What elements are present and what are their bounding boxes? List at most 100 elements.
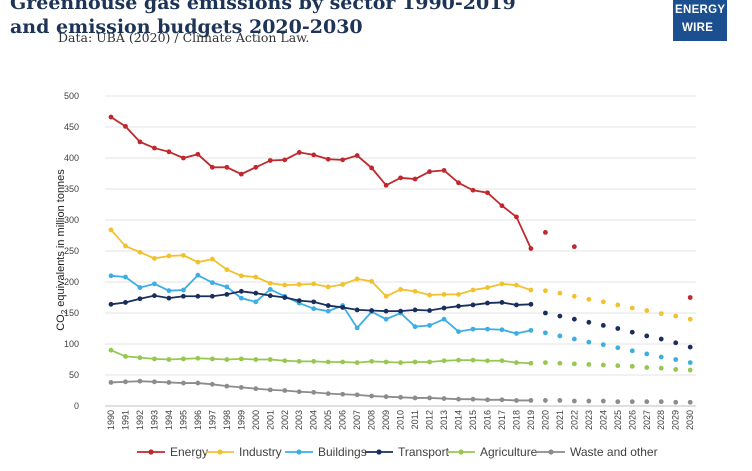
- x-tick-label: 2028: [656, 410, 666, 430]
- data-point: [354, 325, 360, 331]
- x-tick-label: 2013: [439, 410, 449, 430]
- data-point: [441, 168, 447, 173]
- data-point: [181, 356, 186, 362]
- x-tick-label: 1994: [164, 410, 174, 430]
- data-point: [152, 281, 157, 287]
- series-agriculture: [108, 347, 693, 373]
- data-point: [398, 394, 403, 400]
- data-point: [267, 280, 273, 286]
- data-point: [412, 359, 418, 365]
- budget-point: [644, 308, 650, 313]
- data-point: [195, 355, 201, 361]
- data-point: [181, 155, 186, 161]
- data-point: [485, 326, 490, 332]
- data-point: [152, 145, 157, 151]
- budget-point: [673, 313, 679, 319]
- y-tick-label: 200: [64, 277, 79, 287]
- data-point: [456, 357, 461, 363]
- budget-point: [586, 296, 592, 302]
- data-point: [528, 327, 534, 333]
- budget-point: [586, 339, 592, 345]
- data-point: [354, 307, 360, 313]
- budget-point: [658, 354, 664, 360]
- data-point: [181, 252, 186, 258]
- data-point: [224, 357, 230, 362]
- data-point: [123, 123, 128, 129]
- legend-marker: [376, 449, 382, 455]
- data-point: [123, 379, 128, 385]
- budget-point: [571, 361, 577, 367]
- data-point: [296, 282, 302, 287]
- series-energy: [108, 114, 693, 300]
- data-point: [253, 164, 259, 170]
- y-tick-label: 0: [74, 401, 79, 411]
- budget-point: [615, 326, 621, 331]
- legend-label: Waste and other: [570, 445, 658, 459]
- data-point: [441, 358, 447, 364]
- x-tick-label: 2018: [511, 410, 521, 430]
- legend-marker: [148, 449, 154, 455]
- data-point: [311, 152, 317, 158]
- data-point: [470, 287, 476, 293]
- data-point: [181, 380, 186, 386]
- data-point: [456, 303, 461, 309]
- data-point: [238, 356, 244, 362]
- budget-point: [629, 363, 635, 369]
- x-tick-label: 2006: [338, 410, 348, 430]
- data-point: [325, 391, 331, 396]
- data-point: [427, 169, 432, 175]
- budget-point: [658, 311, 664, 317]
- data-point: [441, 396, 447, 401]
- data-point: [311, 299, 317, 305]
- x-tick-label: 1993: [149, 410, 159, 430]
- data-point: [514, 214, 519, 220]
- budget-point: [543, 230, 548, 235]
- budget-point: [644, 365, 650, 370]
- y-tick-label: 250: [64, 246, 79, 256]
- data-point: [369, 165, 375, 171]
- data-point: [514, 302, 519, 308]
- data-point: [427, 395, 432, 401]
- data-point: [137, 355, 143, 361]
- data-point: [224, 383, 230, 389]
- x-tick-label: 1998: [222, 410, 232, 430]
- chart-title: Greenhouse gas emissions by sector 1990-…: [10, 0, 516, 39]
- data-point: [485, 190, 490, 196]
- budget-point: [687, 399, 693, 405]
- data-point: [528, 287, 534, 293]
- data-point: [137, 249, 143, 255]
- data-point: [195, 151, 201, 157]
- series-line: [110, 290, 531, 313]
- x-tick-label: 2026: [627, 410, 637, 430]
- data-point: [354, 392, 360, 398]
- legend-marker: [217, 449, 223, 455]
- data-point: [282, 358, 288, 364]
- data-point: [499, 300, 505, 305]
- data-point: [267, 387, 273, 393]
- budget-point: [644, 351, 650, 357]
- y-axis-label: CO2 equivalents in million tonnes: [55, 169, 69, 331]
- data-point: [369, 308, 375, 313]
- budget-point: [586, 319, 592, 325]
- data-point: [195, 272, 201, 278]
- budget-point: [571, 244, 577, 250]
- series-industry: [108, 227, 693, 322]
- budget-point: [571, 293, 577, 299]
- legend-label: Agriculture: [480, 445, 538, 459]
- data-point: [398, 308, 403, 314]
- data-point: [137, 378, 143, 384]
- data-point: [108, 227, 114, 233]
- budget-point: [543, 360, 548, 365]
- data-point: [137, 296, 143, 302]
- data-point: [267, 357, 273, 362]
- data-point: [311, 306, 317, 312]
- data-point: [383, 316, 389, 322]
- data-point: [325, 308, 331, 314]
- series-transport: [108, 288, 693, 350]
- legend-label: Transport: [398, 445, 450, 459]
- y-tick-label: 400: [64, 153, 79, 163]
- series-line: [110, 380, 531, 402]
- budget-point: [543, 330, 548, 336]
- data-point: [253, 290, 259, 296]
- budget-point: [615, 345, 621, 351]
